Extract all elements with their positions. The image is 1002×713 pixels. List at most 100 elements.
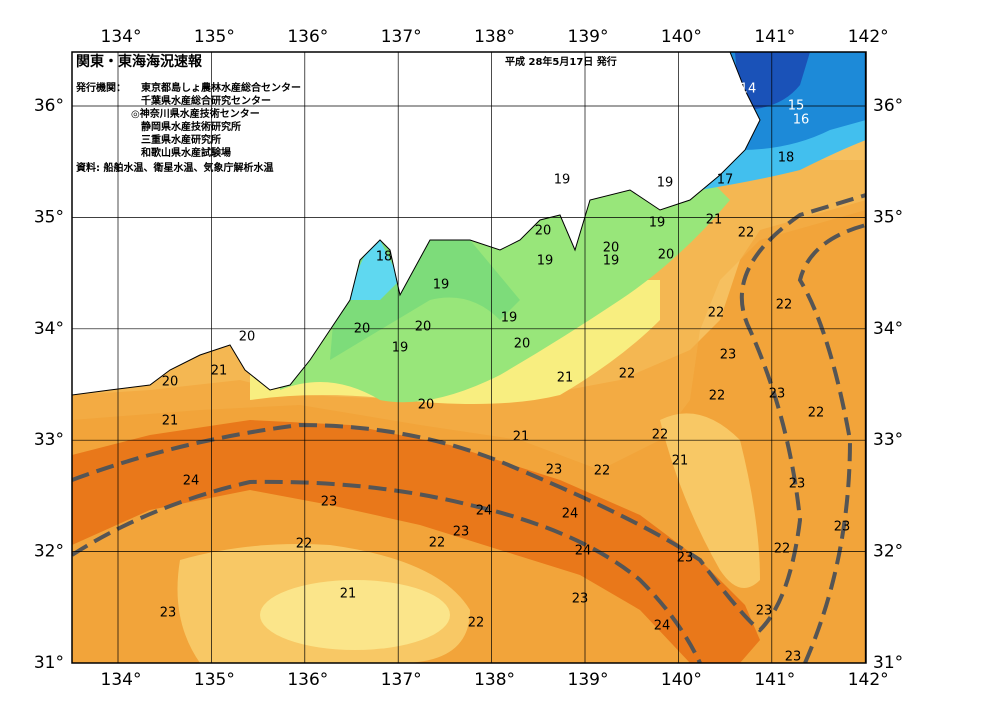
issuer: 和歌山県水産試験場 <box>140 146 231 159</box>
issuers: 東京都島しょ農林水産総合センター千葉県水産総合研究センター◎神奈川県水産技術セン… <box>131 81 301 159</box>
isotherm-label: 24 <box>183 474 200 489</box>
isotherm-label: 20 <box>418 398 435 413</box>
longitude-label: 138° <box>474 670 515 690</box>
isotherm-label: 22 <box>709 389 726 404</box>
isotherm-label: 14 <box>740 82 757 97</box>
isotherm-label: 20 <box>415 320 432 335</box>
isotherm-label: 19 <box>649 216 666 231</box>
isotherm-label: 21 <box>162 414 179 429</box>
isotherm-label: 23 <box>756 604 773 619</box>
latitude-label: 33° <box>34 430 64 450</box>
longitude-label: 140° <box>661 27 702 47</box>
isotherm-label: 23 <box>720 348 737 363</box>
isotherm-label: 21 <box>513 430 530 445</box>
isotherm-label: 19 <box>603 254 620 269</box>
graticule <box>72 52 866 663</box>
longitude-label: 142° <box>848 670 889 690</box>
isotherm-label: 23 <box>160 606 177 621</box>
latitude-label: 35° <box>873 207 903 227</box>
isotherm-label: 15 <box>788 99 805 114</box>
latitude-label: 32° <box>34 542 64 562</box>
isotherm-label: 19 <box>554 173 571 188</box>
longitude-label: 142° <box>848 27 889 47</box>
issuer: 千葉県水産総合研究センター <box>141 94 271 107</box>
isotherm-label: 23 <box>546 463 563 478</box>
isotherm-label: 19 <box>433 278 450 293</box>
axis-labels: 134° 134° 135° 135° 136° 136° 137° 137° 138° 138°… <box>34 27 903 690</box>
isotherm-label: 21 <box>340 587 357 602</box>
isotherm-label: 22 <box>594 464 611 479</box>
isotherm-label: 19 <box>537 254 554 269</box>
isotherm-label: 21 <box>672 454 689 469</box>
issuer: ◎神奈川県水産技術センター <box>131 107 260 120</box>
isotherm-label: 16 <box>793 113 810 128</box>
isotherm-label: 21 <box>706 213 723 228</box>
isotherm-label: 23 <box>834 520 851 535</box>
issue-date: 平成 28年5月17日 発行 <box>505 55 617 68</box>
isotherm-label: 23 <box>321 495 338 510</box>
isotherm-label: 19 <box>657 176 674 191</box>
title: 関東・東海海況速報 <box>76 53 203 70</box>
isotherm-label: 22 <box>296 537 313 552</box>
isotherm-label: 23 <box>572 592 589 607</box>
isotherm-label: 17 <box>717 173 734 188</box>
latitude-label: 31° <box>34 653 64 673</box>
isotherm-label: 20 <box>162 375 179 390</box>
latitude-label: 33° <box>873 430 903 450</box>
isotherm-label: 20 <box>603 241 620 256</box>
longitude-label: 136° <box>287 27 328 47</box>
isotherm-label: 23 <box>785 650 802 665</box>
latitude-label: 34° <box>34 319 64 339</box>
longitude-label: 136° <box>287 670 328 690</box>
longitude-label: 137° <box>381 670 422 690</box>
isotherm-label: 19 <box>392 341 409 356</box>
isotherm-label: 22 <box>774 542 791 557</box>
map-frame <box>71 51 867 664</box>
longitude-label: 135° <box>194 27 235 47</box>
longitude-label: 139° <box>568 27 609 47</box>
isotherm-label: 18 <box>778 151 795 166</box>
isotherm-label: 23 <box>769 387 786 402</box>
longitude-label: 138° <box>474 27 515 47</box>
longitude-label: 139° <box>568 670 609 690</box>
isotherm-label: 22 <box>776 298 793 313</box>
issuer: 東京都島しょ農林水産総合センター <box>141 81 301 94</box>
longitude-label: 134° <box>101 670 142 690</box>
isotherm-label: 23 <box>453 525 470 540</box>
longitude-label: 141° <box>754 27 795 47</box>
isotherm-label: 22 <box>619 367 636 382</box>
isotherm-label: 23 <box>677 551 694 566</box>
isotherm-label: 24 <box>476 504 493 519</box>
longitude-label: 137° <box>381 27 422 47</box>
isotherm-label: 22 <box>429 536 446 551</box>
longitude-label: 135° <box>194 670 235 690</box>
isotherm-label: 24 <box>575 544 592 559</box>
isotherm-label: 21 <box>557 371 574 386</box>
longitude-label: 134° <box>101 27 142 47</box>
isotherm-label: 19 <box>501 311 518 326</box>
isotherm-label: 24 <box>562 507 579 522</box>
latitude-label: 36° <box>34 96 64 116</box>
isotherm-label: 22 <box>738 226 755 241</box>
longitude-label: 140° <box>661 670 702 690</box>
isotherm-label: 21 <box>211 364 228 379</box>
issuer: 三重県水産研究所 <box>141 133 221 146</box>
longitude-label: 141° <box>754 670 795 690</box>
isotherm-label: 23 <box>789 477 806 492</box>
issuers-label: 発行機関： <box>75 81 126 94</box>
isotherm-label: 22 <box>468 616 485 631</box>
latitude-label: 34° <box>873 319 903 339</box>
isotherm-label: 20 <box>514 337 531 352</box>
isotherm-label: 20 <box>535 224 552 239</box>
latitude-label: 35° <box>34 207 64 227</box>
isotherm-label: 22 <box>652 428 669 443</box>
isotherm-label: 18 <box>376 250 393 265</box>
latitude-label: 31° <box>873 653 903 673</box>
isotherm-label: 20 <box>658 248 675 263</box>
issuer: 静岡県水産技術研究所 <box>141 120 241 133</box>
isotherm-label: 22 <box>808 406 825 421</box>
isotherm-label: 20 <box>239 330 256 345</box>
